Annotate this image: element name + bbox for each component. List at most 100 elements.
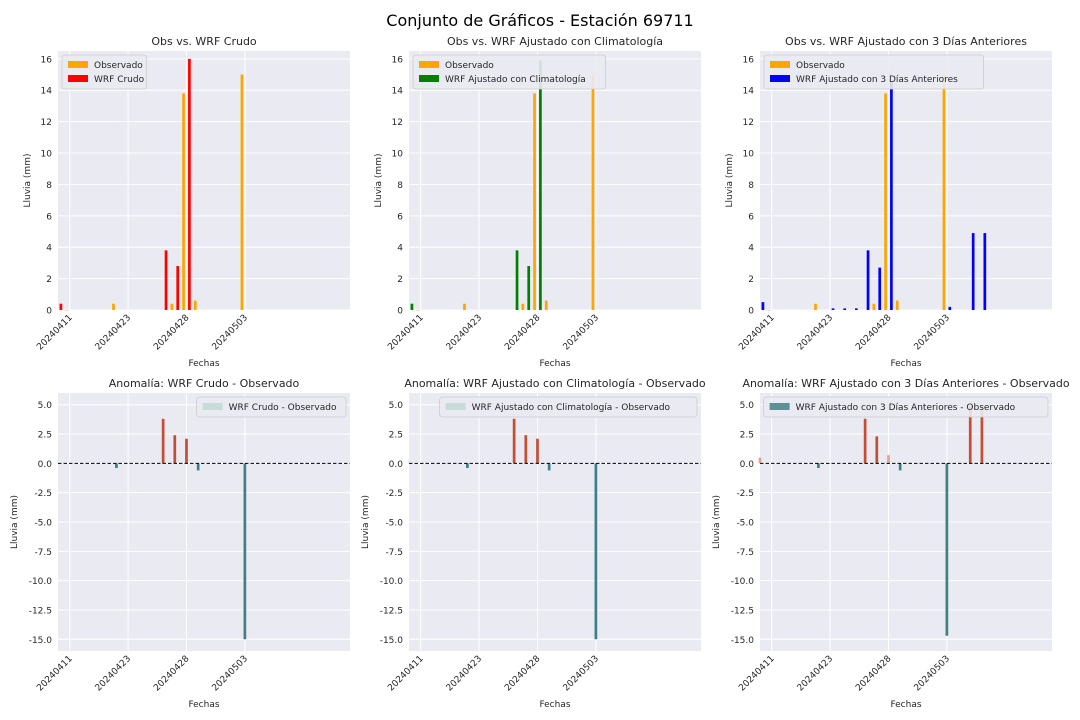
bar-observado bbox=[416, 310, 420, 311]
y-tick-label: 8 bbox=[748, 181, 754, 191]
chart-title: Anomalía: WRF Crudo - Observado bbox=[109, 377, 300, 390]
bar-wrf bbox=[176, 266, 180, 310]
chart-panel-3: 0 2 4 6 8 10 12 14 16 20240411 20240423 20240428 202… bbox=[725, 35, 1052, 369]
y-tick-label: -7.5 bbox=[34, 548, 52, 558]
bar-anomaly bbox=[594, 463, 598, 640]
x-tick-label: 20240428 bbox=[152, 654, 192, 694]
bar-observado bbox=[767, 310, 771, 311]
bar-wrf bbox=[164, 250, 168, 310]
x-tick-label: 20240411 bbox=[386, 313, 425, 352]
x-axis-label: Fechas bbox=[539, 359, 570, 369]
bar-anomaly bbox=[407, 459, 411, 464]
x-tick-label: 20240411 bbox=[386, 654, 425, 693]
x-tick-label: 20240503 bbox=[913, 313, 952, 352]
plot-area bbox=[58, 51, 350, 310]
bar-anomaly bbox=[863, 418, 867, 464]
legend: WRF Crudo - Observado bbox=[196, 396, 347, 418]
bar-anomaly bbox=[817, 463, 820, 469]
bar-observado bbox=[884, 93, 887, 310]
bar-wrf bbox=[539, 60, 542, 310]
y-tick-label: 2 bbox=[46, 275, 52, 285]
y-tick-label: -2.5 bbox=[385, 489, 403, 499]
y-tick-label: -15.0 bbox=[380, 636, 404, 646]
legend-label: WRF Crudo - Observado bbox=[229, 403, 337, 413]
legend: WRF Ajustado con Climatología - Observad… bbox=[439, 396, 698, 418]
legend: Observado WRF Ajustado con Climatología bbox=[412, 54, 607, 90]
bar-observado bbox=[65, 310, 69, 311]
x-axis-label: Fechas bbox=[539, 700, 570, 710]
bar-observado bbox=[544, 300, 548, 310]
y-tick-label: 2.5 bbox=[740, 431, 754, 441]
bar-observado bbox=[170, 303, 174, 310]
bar-observado bbox=[182, 93, 185, 310]
y-tick-label: -10.0 bbox=[29, 577, 53, 587]
y-tick-label: 4 bbox=[748, 244, 754, 254]
y-tick-label: 4 bbox=[397, 244, 403, 254]
bar-wrf bbox=[59, 303, 63, 310]
legend-swatch bbox=[770, 61, 790, 68]
bar-observado bbox=[112, 303, 115, 310]
bar-wrf bbox=[948, 306, 952, 310]
figure-title: Conjunto de Gráficos - Estación 69711 bbox=[386, 11, 694, 30]
x-axis-label: Fechas bbox=[188, 700, 219, 710]
bar-wrf bbox=[866, 250, 870, 310]
bar-anomaly bbox=[758, 457, 762, 464]
y-tick-label: 14 bbox=[743, 87, 755, 97]
y-tick-label: 0 bbox=[397, 307, 403, 317]
y-tick-label: 2 bbox=[748, 275, 754, 285]
bar-anomaly bbox=[875, 436, 879, 464]
legend-swatch bbox=[68, 75, 88, 82]
x-tick-label: 20240503 bbox=[913, 654, 952, 693]
legend-label: WRF Ajustado con 3 Días Anteriores bbox=[796, 75, 958, 85]
legend-box bbox=[763, 54, 985, 90]
y-tick-label: 10 bbox=[392, 150, 404, 160]
chart-title: Anomalía: WRF Ajustado con 3 Días Anteri… bbox=[742, 377, 1069, 390]
bar-anomaly bbox=[524, 435, 528, 464]
y-axis-label: Lluvia (mm) bbox=[10, 495, 20, 549]
legend-box bbox=[412, 54, 607, 90]
legend-box bbox=[196, 396, 347, 418]
y-tick-label: -15.0 bbox=[29, 636, 53, 646]
y-tick-label: 5.0 bbox=[740, 401, 755, 411]
y-tick-label: 16 bbox=[743, 55, 755, 65]
legend-swatch bbox=[419, 75, 439, 82]
y-tick-label: 2.5 bbox=[38, 431, 52, 441]
y-tick-label: -10.0 bbox=[380, 577, 404, 587]
y-tick-label: 0.0 bbox=[389, 460, 404, 470]
y-tick-label: -7.5 bbox=[385, 548, 403, 558]
bar-anomaly bbox=[466, 463, 469, 469]
x-tick-label: 20240428 bbox=[503, 654, 543, 694]
bar-wrf bbox=[515, 250, 519, 310]
x-tick-label: 20240503 bbox=[562, 654, 601, 693]
legend-swatch bbox=[445, 403, 466, 410]
legend: Observado WRF Ajustado con 3 Días Anterio… bbox=[763, 54, 985, 90]
legend-label: WRF Ajustado con 3 Días Anteriores - Obs… bbox=[796, 403, 1016, 413]
y-tick-label: 6 bbox=[46, 212, 52, 222]
y-tick-label: 10 bbox=[743, 150, 755, 160]
x-axis-label: Fechas bbox=[890, 359, 921, 369]
y-axis-label: Lluvia (mm) bbox=[712, 495, 722, 549]
legend-swatch bbox=[202, 403, 223, 410]
bar-anomaly bbox=[161, 418, 165, 464]
y-tick-label: 5.0 bbox=[389, 401, 404, 411]
bar-observado bbox=[193, 300, 197, 310]
y-tick-label: 0.0 bbox=[740, 460, 755, 470]
x-tick-label: 20240503 bbox=[562, 313, 601, 352]
x-tick-label: 20240428 bbox=[503, 313, 543, 353]
x-tick-label: 20240411 bbox=[35, 313, 74, 352]
chart-title: Obs vs. WRF Ajustado con Climatología bbox=[447, 35, 663, 48]
y-tick-label: -12.5 bbox=[29, 606, 52, 616]
bar-wrf bbox=[855, 308, 858, 310]
bar-observado bbox=[463, 303, 466, 310]
legend-swatch bbox=[419, 61, 439, 68]
legend: WRF Ajustado con 3 Días Anteriores - Obs… bbox=[763, 396, 1049, 418]
y-tick-label: 16 bbox=[41, 55, 53, 65]
y-tick-label: 0.0 bbox=[38, 460, 53, 470]
y-tick-label: -5.0 bbox=[34, 519, 52, 529]
bar-wrf bbox=[890, 82, 893, 310]
chart-title: Obs vs. WRF Crudo bbox=[151, 35, 257, 48]
bar-anomaly bbox=[196, 463, 200, 471]
y-tick-label: 5.0 bbox=[38, 401, 53, 411]
y-tick-label: 4 bbox=[46, 244, 52, 254]
